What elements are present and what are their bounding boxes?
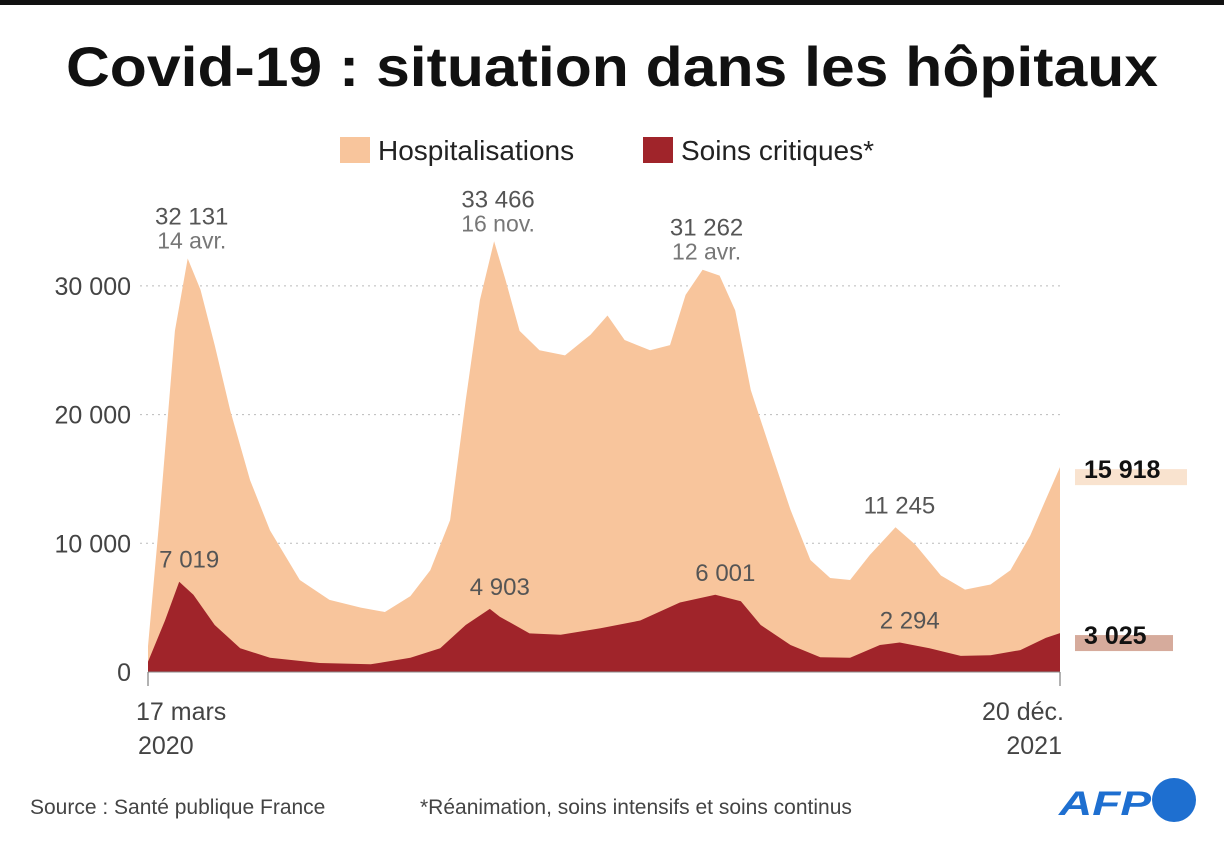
chart-title: Covid-19 : situation dans les hôpitaux xyxy=(66,35,1158,98)
annotation-value: 7 019 xyxy=(159,547,219,574)
annotation-value: 32 131 xyxy=(155,203,228,230)
end-label-background xyxy=(1075,635,1173,652)
area-hospitalisations xyxy=(148,241,1060,673)
y-axis: 0 10 000 20 000 30 000 xyxy=(55,273,131,687)
afp-logo-text: AFP xyxy=(1058,785,1152,823)
annotation-value: 4 903 xyxy=(470,574,530,601)
afp-logo-circle xyxy=(1152,778,1196,822)
annotation-value: 6 001 xyxy=(695,560,755,587)
x-tick-year: 2020 xyxy=(138,732,194,760)
afp-logo: AFP xyxy=(1058,778,1196,823)
footer: Source : Santé publique France *Réanimat… xyxy=(30,778,1196,823)
end-label-value: 15 918 xyxy=(1084,456,1161,484)
annotation-date: 16 nov. xyxy=(461,210,535,236)
legend-swatch-hospitalisations xyxy=(340,137,370,163)
x-tick-label: 17 mars xyxy=(136,698,226,726)
legend-label-hospitalisations: Hospitalisations xyxy=(378,135,574,166)
annotation-value: 2 294 xyxy=(880,607,940,634)
area-soins-critiques xyxy=(148,581,1060,672)
annotation-date: 14 avr. xyxy=(157,227,226,253)
y-tick-label: 20 000 xyxy=(55,402,131,430)
legend-label-soins-critiques: Soins critiques* xyxy=(681,135,874,166)
end-label-background xyxy=(1075,469,1187,486)
end-label-value: 3 025 xyxy=(1084,622,1147,650)
x-tick-year: 2021 xyxy=(1006,732,1062,760)
top-border xyxy=(0,0,1224,5)
footnote: *Réanimation, soins intensifs et soins c… xyxy=(420,796,852,819)
legend: Hospitalisations Soins critiques* xyxy=(340,135,874,166)
y-tick-label: 0 xyxy=(117,659,131,687)
annotation-value: 33 466 xyxy=(461,186,534,213)
y-tick-label: 30 000 xyxy=(55,273,131,301)
annotation-value: 31 262 xyxy=(670,215,743,242)
annotation-value: 11 245 xyxy=(864,492,936,519)
annotation-date: 12 avr. xyxy=(672,239,741,265)
source-note: Source : Santé publique France xyxy=(30,796,325,819)
x-axis: 17 mars 2020 20 déc. 2021 xyxy=(136,671,1064,760)
end-labels: 15 918 3 025 xyxy=(1075,456,1187,652)
x-tick-label: 20 déc. xyxy=(982,698,1064,726)
y-tick-label: 10 000 xyxy=(55,530,131,558)
legend-swatch-soins-critiques xyxy=(643,137,673,163)
plot-areas xyxy=(148,241,1060,673)
